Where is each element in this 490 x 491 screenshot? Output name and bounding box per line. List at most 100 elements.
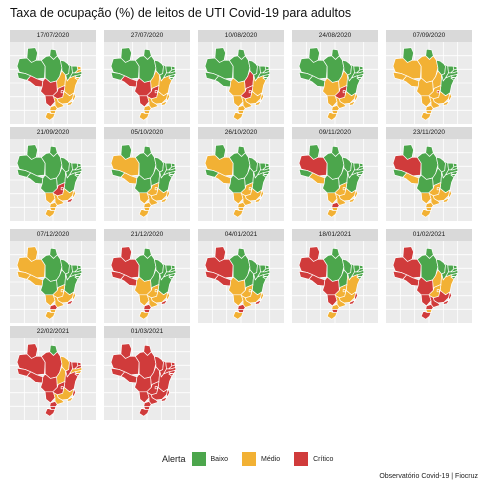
brazil-map [198, 241, 284, 323]
state-ro [402, 274, 420, 287]
state-am [392, 256, 422, 279]
legend-label-medio: Médio [261, 455, 281, 463]
facet-date-label: 07/09/2020 [386, 30, 472, 42]
brazil-map [104, 338, 190, 420]
state-ro [308, 274, 326, 287]
map-panel [10, 42, 96, 124]
facet-date-label: 23/11/2020 [386, 127, 472, 139]
state-df [154, 90, 158, 94]
state-sp [147, 392, 159, 405]
state-pr [331, 304, 340, 310]
state-df [60, 90, 64, 94]
state-es [166, 92, 170, 102]
state-rs [138, 208, 150, 218]
state-es [448, 92, 452, 102]
map-panel [292, 139, 378, 221]
state-df [60, 187, 64, 191]
facet-date-label: 24/08/2020 [292, 30, 378, 42]
state-rs [232, 111, 244, 121]
state-rj [66, 100, 74, 106]
chart-title: Taxa de ocupação (%) de leitos de UTI Co… [10, 6, 352, 20]
map-facet: 10/08/2020 [198, 30, 284, 124]
state-ro [26, 75, 44, 88]
map-facet: 04/01/2021 [198, 229, 284, 323]
brazil-map [104, 139, 190, 221]
state-sp [147, 295, 159, 308]
state-rs [420, 310, 432, 320]
state-pr [49, 304, 58, 310]
state-am [110, 353, 140, 376]
state-es [72, 291, 76, 301]
state-rs [44, 407, 56, 417]
map-panel [104, 139, 190, 221]
state-ro [308, 172, 326, 185]
state-sp [429, 193, 441, 206]
facet-date-label: 09/11/2020 [292, 127, 378, 139]
map-facet: 26/10/2020 [198, 127, 284, 221]
state-df [436, 90, 440, 94]
facet-date-label: 05/10/2020 [104, 127, 190, 139]
map-facet: 09/11/2020 [292, 127, 378, 221]
state-es [260, 291, 264, 301]
legend-title: Alerta [162, 454, 186, 464]
state-rj [442, 299, 450, 305]
legend: Alerta Baixo Médio Crítico [162, 451, 347, 467]
map-panel [292, 241, 378, 323]
brazil-map [10, 42, 96, 124]
state-rs [138, 111, 150, 121]
map-facet: 27/07/2020 [104, 30, 190, 124]
state-am [298, 256, 328, 279]
state-es [354, 189, 358, 199]
state-rs [420, 111, 432, 121]
state-pr [331, 202, 340, 208]
facet-date-label: 22/02/2021 [10, 326, 96, 338]
state-am [110, 154, 140, 177]
brazil-map [10, 139, 96, 221]
facet-date-label: 04/01/2021 [198, 229, 284, 241]
state-rj [254, 299, 262, 305]
state-am [16, 57, 46, 80]
state-am [16, 256, 46, 279]
state-rj [66, 396, 74, 402]
facet-date-label: 26/10/2020 [198, 127, 284, 139]
state-df [342, 289, 346, 293]
state-df [60, 386, 64, 390]
state-pr [143, 105, 152, 111]
state-ro [120, 172, 138, 185]
state-rj [66, 299, 74, 305]
state-pr [49, 105, 58, 111]
map-panel [386, 139, 472, 221]
brazil-map [10, 241, 96, 323]
map-panel [386, 42, 472, 124]
map-facet: 05/10/2020 [104, 127, 190, 221]
map-facet: 01/03/2021 [104, 326, 190, 420]
map-facet: 21/12/2020 [104, 229, 190, 323]
state-pr [49, 401, 58, 407]
state-am [298, 57, 328, 80]
map-panel [10, 139, 96, 221]
map-panel [292, 42, 378, 124]
state-pr [143, 202, 152, 208]
state-rj [160, 396, 168, 402]
state-sp [53, 96, 65, 109]
state-es [354, 92, 358, 102]
state-es [166, 189, 170, 199]
state-ro [26, 172, 44, 185]
map-facet: 24/08/2020 [292, 30, 378, 124]
state-sp [53, 392, 65, 405]
state-rj [254, 100, 262, 106]
state-sp [147, 96, 159, 109]
state-rj [442, 197, 450, 203]
state-es [260, 189, 264, 199]
state-am [204, 256, 234, 279]
state-rj [254, 197, 262, 203]
state-rs [326, 111, 338, 121]
map-facet: 23/11/2020 [386, 127, 472, 221]
state-rs [44, 111, 56, 121]
legend-key-critico [294, 452, 309, 466]
state-rs [44, 208, 56, 218]
state-ro [402, 75, 420, 88]
brazil-map [292, 139, 378, 221]
state-sp [335, 295, 347, 308]
state-es [72, 92, 76, 102]
